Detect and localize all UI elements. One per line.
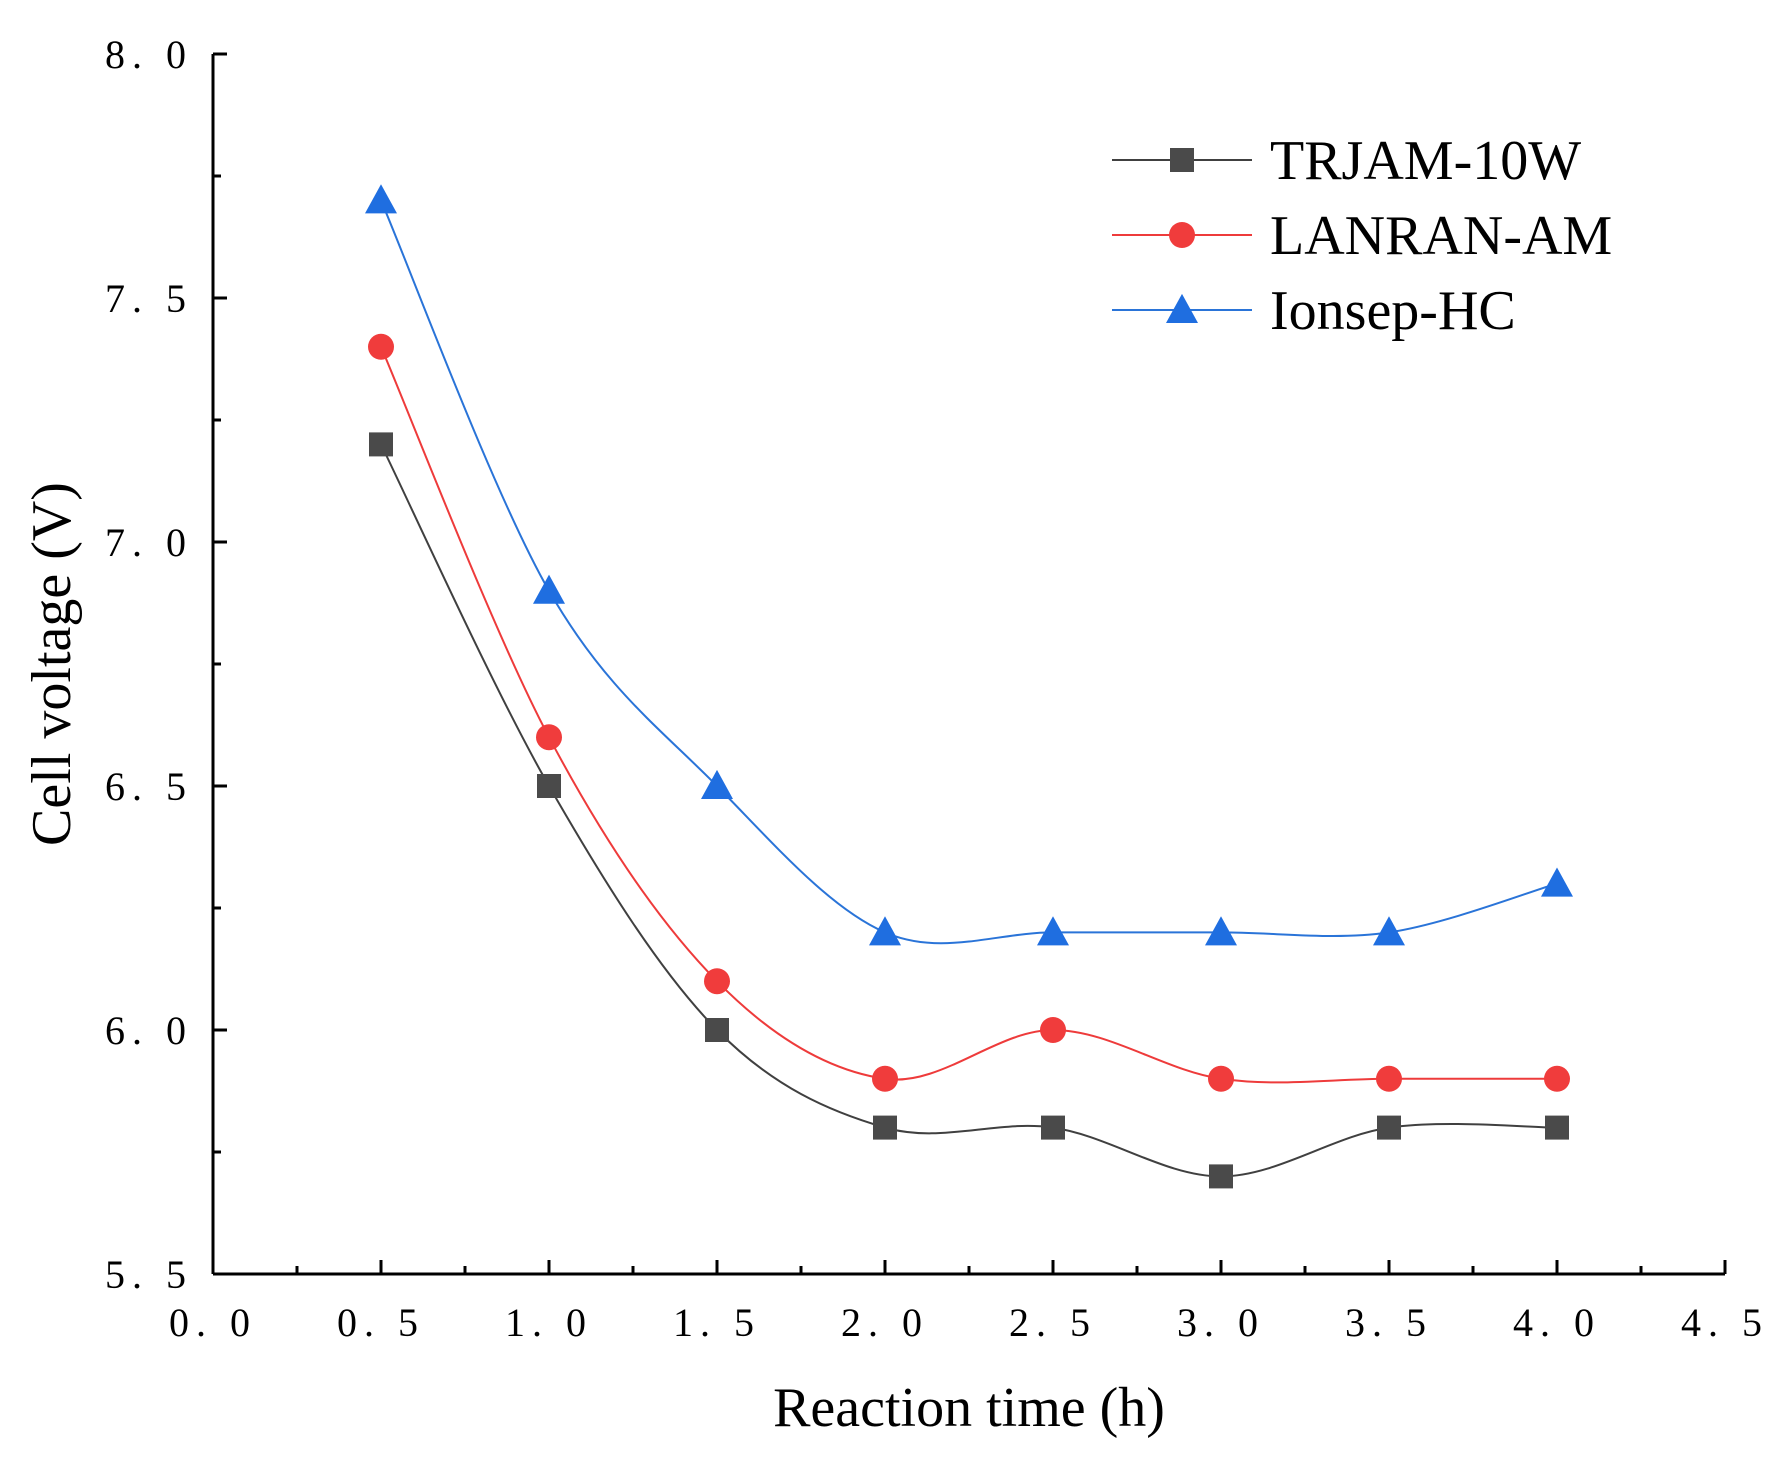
data-point-lanran-am bbox=[1040, 1017, 1066, 1043]
y-tick-label: 7. 5 bbox=[105, 276, 193, 321]
data-point-trjam-10w bbox=[873, 1115, 897, 1140]
data-point-lanran-am bbox=[1376, 1065, 1402, 1092]
y-tick-label: 8. 0 bbox=[105, 32, 193, 77]
legend-marker bbox=[1166, 293, 1198, 323]
data-point-trjam-10w bbox=[1209, 1164, 1233, 1189]
legend-marker bbox=[1169, 222, 1195, 248]
data-point-ionsep-hc bbox=[365, 184, 397, 214]
x-tick-label: 0. 5 bbox=[337, 1300, 425, 1345]
x-tick-label: 2. 5 bbox=[1009, 1300, 1097, 1345]
data-point-lanran-am bbox=[1544, 1065, 1570, 1092]
data-point-trjam-10w bbox=[1545, 1115, 1569, 1140]
data-point-ionsep-hc bbox=[869, 916, 901, 946]
x-tick-label: 3. 0 bbox=[1177, 1300, 1265, 1345]
data-point-lanran-am bbox=[872, 1065, 898, 1092]
data-point-trjam-10w bbox=[705, 1018, 729, 1042]
x-tick-label: 4. 0 bbox=[1513, 1300, 1601, 1345]
x-tick-label: 1. 0 bbox=[505, 1300, 593, 1345]
legend-label: TRJAM-10W bbox=[1270, 130, 1581, 192]
legend-marker bbox=[1170, 148, 1194, 172]
axes bbox=[211, 52, 1727, 1276]
data-point-lanran-am bbox=[1208, 1065, 1234, 1092]
x-tick-label: 1. 5 bbox=[673, 1300, 761, 1345]
legend: TRJAM-10W LANRAN-AM Ionsep-HC bbox=[1112, 130, 1612, 342]
data-point-ionsep-hc bbox=[701, 769, 733, 799]
data-point-trjam-10w bbox=[537, 774, 561, 798]
x-tick-label: 3. 5 bbox=[1345, 1300, 1433, 1345]
series-lines bbox=[380, 200, 1558, 1178]
y-axis-title: Cell voltage (V) bbox=[21, 482, 83, 846]
legend-label: Ionsep-HC bbox=[1270, 280, 1516, 342]
data-point-ionsep-hc bbox=[533, 574, 565, 604]
data-point-lanran-am bbox=[368, 333, 394, 360]
series-line-lanran-am bbox=[380, 346, 1557, 1084]
y-tick-label: 6. 0 bbox=[105, 1008, 193, 1053]
data-point-trjam-10w bbox=[1041, 1115, 1065, 1140]
tick-labels: 0. 0 0. 5 1. 0 1. 5 2. 0 2. 5 3. 0 3. 5 4. 0 4. 5… bbox=[105, 32, 1769, 1345]
series-markers bbox=[365, 184, 1573, 1189]
legend-label: LANRAN-AM bbox=[1270, 205, 1612, 267]
y-tick-label: 7. 0 bbox=[105, 520, 193, 565]
data-point-lanran-am bbox=[704, 968, 730, 995]
x-tick-label: 2. 0 bbox=[841, 1300, 929, 1345]
y-tick-label: 6. 5 bbox=[105, 764, 193, 809]
data-point-trjam-10w bbox=[1377, 1115, 1401, 1140]
data-point-ionsep-hc bbox=[1205, 916, 1237, 946]
data-point-ionsep-hc bbox=[1037, 916, 1069, 946]
x-tick-label: 0. 0 bbox=[169, 1300, 257, 1345]
data-point-ionsep-hc bbox=[1373, 916, 1405, 946]
series-line-trjam-10w bbox=[380, 443, 1558, 1178]
data-point-lanran-am bbox=[536, 724, 562, 751]
data-point-trjam-10w bbox=[369, 432, 393, 457]
x-tick-label: 4. 5 bbox=[1681, 1300, 1769, 1345]
x-axis-title: Reaction time (h) bbox=[773, 1377, 1165, 1439]
y-tick-label: 5. 5 bbox=[105, 1252, 193, 1297]
data-point-ionsep-hc bbox=[1541, 867, 1573, 897]
